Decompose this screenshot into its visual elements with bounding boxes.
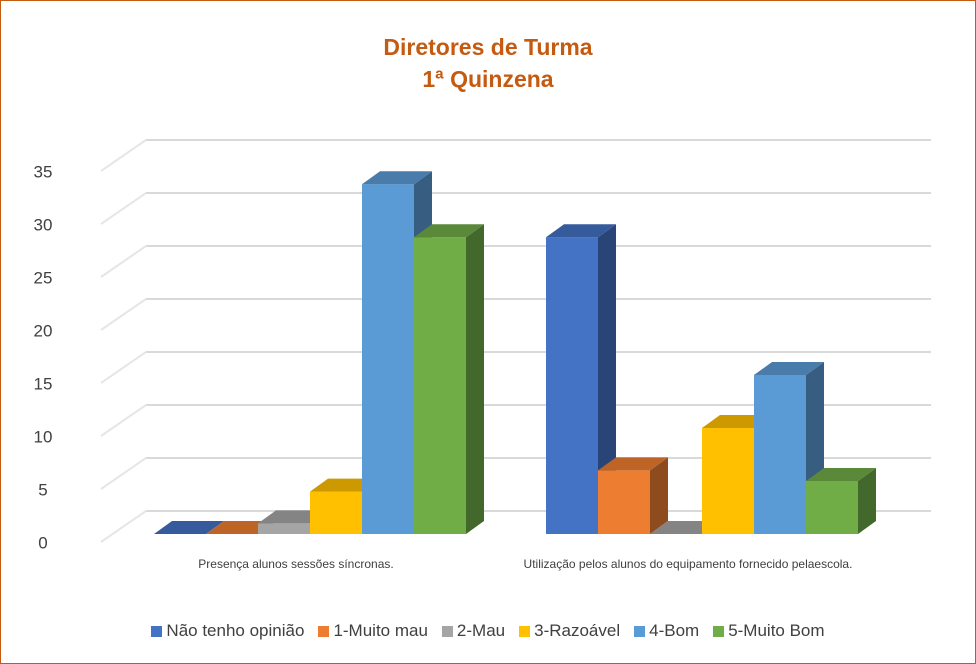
y-tick-label: 35 (34, 162, 53, 181)
legend-label: 1-Muito mau (333, 621, 428, 640)
bar (154, 521, 224, 534)
grid-line-side (100, 404, 147, 437)
legend-label: 3-Razoável (534, 621, 621, 640)
bar-front (546, 237, 598, 534)
y-tick-label: 0 (38, 533, 47, 552)
bar-side (858, 468, 876, 534)
legend-item: 5-Muito Bom (713, 621, 825, 641)
legend-item: 2-Mau (441, 621, 506, 641)
bar-top (154, 521, 224, 534)
legend-swatch (519, 625, 531, 637)
bar-front (362, 184, 414, 534)
chart-subtitle: 1ª Quinzena (422, 66, 553, 92)
bar-front (310, 491, 362, 534)
legend: Não tenho opinião 1-Muito mau 2-Mau 3-Razoá… (1, 621, 975, 641)
bar (806, 468, 876, 534)
legend-swatch (318, 625, 330, 637)
legend-label: 2-Mau (456, 621, 506, 640)
bar (546, 224, 616, 534)
bar-top (546, 224, 616, 238)
bar-top (806, 468, 876, 481)
bar-side (650, 457, 668, 534)
legend-item: 1-Muito mau (318, 621, 428, 641)
grid-line-side (100, 245, 147, 278)
bar-top (598, 457, 668, 471)
legend-label: 5-Muito Bom (728, 621, 825, 640)
legend-swatch (151, 625, 163, 637)
bar-top (362, 171, 432, 185)
legend-item: Não tenho opinião (151, 621, 304, 641)
legend-swatch (441, 625, 453, 637)
y-tick-label: 20 (34, 321, 53, 340)
bar-top (754, 362, 824, 375)
bar-front (414, 237, 466, 534)
grid-line-side (100, 192, 147, 225)
legend-swatch (634, 625, 646, 637)
legend-swatch (713, 625, 725, 637)
x-tick-label: Utilização pelos alunos do equipamento f… (523, 557, 853, 571)
bar (598, 457, 668, 534)
grid-line-side (100, 298, 147, 331)
bar-top (414, 224, 484, 238)
bar (754, 362, 824, 534)
legend-item: 4-Bom (634, 621, 699, 641)
bar-front (806, 481, 858, 534)
y-tick-label: 10 (34, 427, 53, 446)
y-tick-label: 30 (34, 215, 53, 234)
y-tick-label: 15 (34, 374, 53, 393)
bar (414, 224, 484, 534)
bar-side (598, 224, 616, 534)
x-tick-label: Presença alunos sessões síncronas. (198, 557, 394, 571)
grid-line-side (100, 510, 147, 543)
bar-side (466, 224, 484, 534)
bar-front (598, 470, 650, 534)
chart-title: Diretores de Turma (383, 34, 592, 60)
grid-line-side (100, 351, 147, 384)
bar-front (258, 523, 310, 534)
bar-front (702, 428, 754, 534)
legend-label: Não tenho opinião (166, 621, 305, 640)
legend-item: 3-Razoável (519, 621, 620, 641)
y-tick-label: 25 (34, 268, 53, 287)
bar-front (754, 375, 806, 534)
legend-label: 4-Bom (649, 621, 700, 640)
grid-line-side (100, 139, 147, 172)
y-tick-label: 5 (38, 480, 47, 499)
grid-line-side (100, 457, 147, 490)
